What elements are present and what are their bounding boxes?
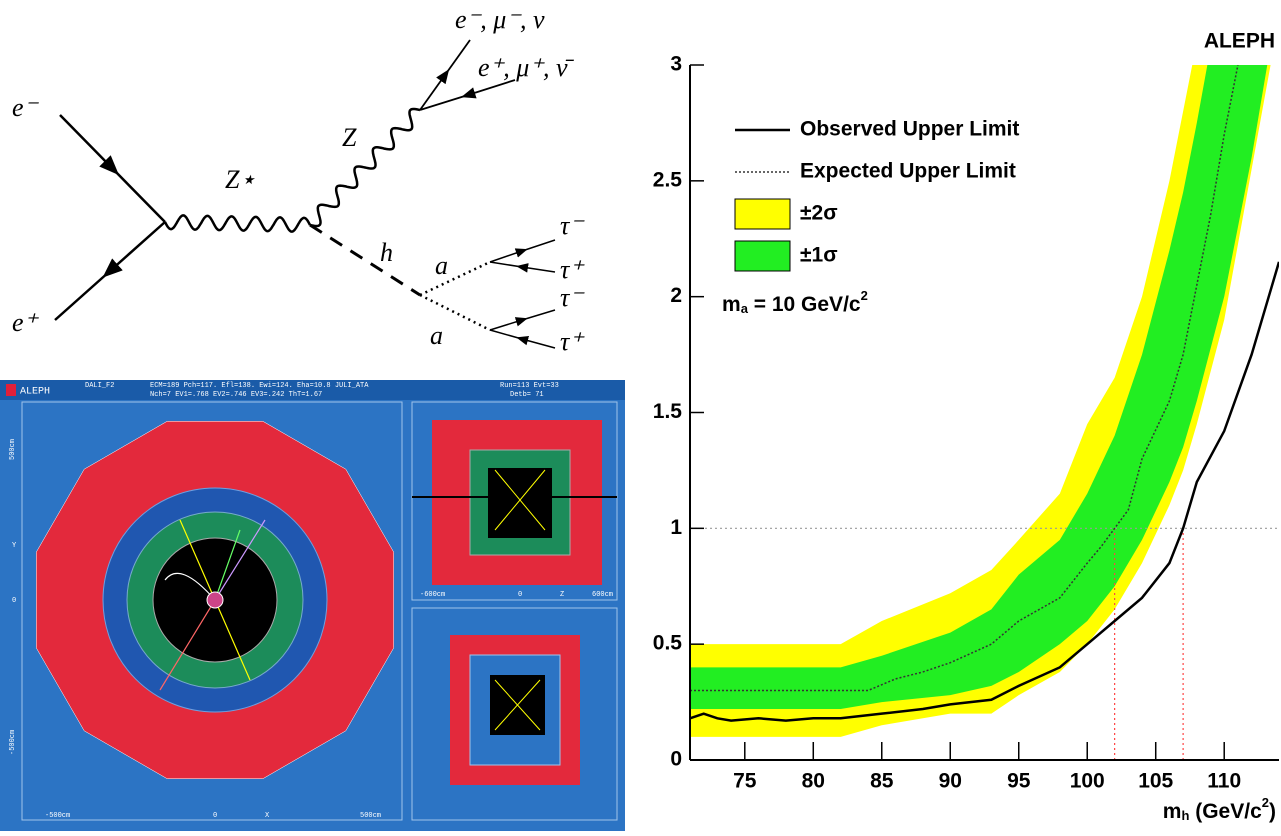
y-tick-label: 0 — [670, 748, 682, 771]
annotation-part: = 10 GeV/c — [748, 293, 861, 316]
x-tick-label: 105 — [1138, 770, 1173, 793]
annotation-part: 2 — [861, 288, 868, 303]
event-header-text: Run=113 Evt=33 — [500, 382, 559, 390]
annotation-part: m — [722, 293, 741, 316]
legend-swatch — [735, 199, 790, 229]
x-axis-title-part: h — [1181, 808, 1189, 823]
particle-label: Z⋆ — [225, 165, 256, 194]
fermion-line — [490, 310, 555, 330]
particle-label: a — [430, 321, 443, 350]
particle-label: a — [435, 251, 448, 280]
event-display: ALEPH DALI_F2 ECM=189 Pch=117. Efl=138. … — [0, 380, 625, 831]
axis-label: 500cm — [9, 439, 17, 460]
particle-label: h — [380, 238, 393, 267]
event-header-text: ECM=189 Pch=117. Efl=138. Ewi=124. Eha=1… — [150, 382, 369, 390]
fermion-line — [490, 262, 555, 272]
chart-title: ALEPH — [1204, 30, 1275, 53]
particle-label: τ⁺ — [560, 327, 585, 356]
x-tick-label: 85 — [870, 770, 894, 793]
fermion-line — [60, 115, 165, 222]
x-tick-label: 100 — [1070, 770, 1105, 793]
x-tick-label: 80 — [802, 770, 825, 793]
annotation: ma = 10 GeV/c2 — [722, 288, 868, 316]
axis-label: 600cm — [592, 591, 613, 599]
y-tick-label: 2.5 — [653, 168, 683, 191]
legend: Observed Upper Limit Expected Upper Limit… — [735, 118, 1019, 271]
particle-label: e⁻ — [12, 93, 40, 122]
fermion-line — [420, 80, 515, 110]
axis-label: 0 — [518, 591, 522, 599]
vertex — [207, 592, 223, 608]
axis-label: 500cm — [360, 812, 381, 820]
legend-label: Expected Upper Limit — [800, 160, 1016, 183]
axis-label: -600cm — [420, 591, 445, 599]
fermion-line — [490, 330, 555, 348]
fermion-line — [55, 222, 165, 320]
figure: e⁻ e⁺ Z⋆ Z e⁻, μ⁻, ν e⁺, μ⁺, ν̄ h a a τ⁻… — [0, 0, 1281, 831]
x-tick-label: 110 — [1207, 770, 1241, 793]
particle-label: e⁺, μ⁺, ν̄ — [478, 53, 575, 82]
axis-label: 0 — [213, 812, 217, 820]
event-header-text: Nch=7 EV1=.768 EV2=.746 EV3=.242 ThT=1.6… — [150, 391, 322, 399]
event-header-text: DALI_F2 — [85, 382, 114, 390]
x-axis-title-part: m — [1163, 800, 1182, 823]
x-tick-label: 95 — [1007, 770, 1031, 793]
legend-label: ±1σ — [800, 244, 838, 267]
particle-label: τ⁻ — [560, 211, 585, 240]
x-axis-title: mh (GeV/c2) — [1163, 795, 1276, 823]
axis-label: 0 — [12, 597, 16, 605]
y-tick-label: 3 — [670, 53, 682, 76]
particle-label: e⁺ — [12, 308, 40, 337]
event-header-text: Detb= 71 — [510, 391, 544, 399]
particle-label: τ⁻ — [560, 283, 585, 312]
higgs-line — [310, 225, 420, 295]
axis-label: Z — [560, 591, 564, 599]
particle-label: e⁻, μ⁻, ν — [455, 5, 545, 34]
x-axis-title-part: (GeV/c — [1189, 800, 1262, 823]
axis-label: -500cm — [9, 730, 17, 755]
event-logo: ALEPH — [20, 387, 50, 398]
x-axis-title-part: 2 — [1262, 795, 1269, 810]
plot-area — [690, 0, 1279, 760]
a-line — [420, 262, 490, 330]
axis-label: -500cm — [45, 812, 70, 820]
feynman-diagram: e⁻ e⁺ Z⋆ Z e⁻, μ⁻, ν e⁺, μ⁺, ν̄ h a a τ⁻… — [12, 5, 585, 356]
particle-label: Z — [342, 123, 357, 152]
y-tick-label: 1.5 — [653, 400, 683, 423]
particle-label: τ⁺ — [560, 255, 585, 284]
legend-label: Observed Upper Limit — [800, 118, 1019, 141]
x-axis-title-part: ) — [1269, 800, 1276, 823]
fermion-line — [420, 40, 470, 110]
y-tick-label: 0.5 — [653, 632, 683, 655]
legend-label: ±2σ — [800, 202, 838, 225]
y-tick-label: 1 — [670, 516, 682, 539]
logo-icon — [6, 384, 16, 396]
fermion-line — [490, 240, 555, 262]
y-tick-label: 2 — [670, 284, 682, 307]
boson-line — [310, 109, 420, 226]
x-tick-label: 90 — [939, 770, 962, 793]
x-tick-label: 75 — [733, 770, 757, 793]
chart: 0 0.5 1 1.5 2 2.5 3 75 80 85 90 95 100 105 110 ALEPH m… — [653, 0, 1279, 823]
legend-swatch — [735, 241, 790, 271]
boson-line — [165, 215, 310, 231]
